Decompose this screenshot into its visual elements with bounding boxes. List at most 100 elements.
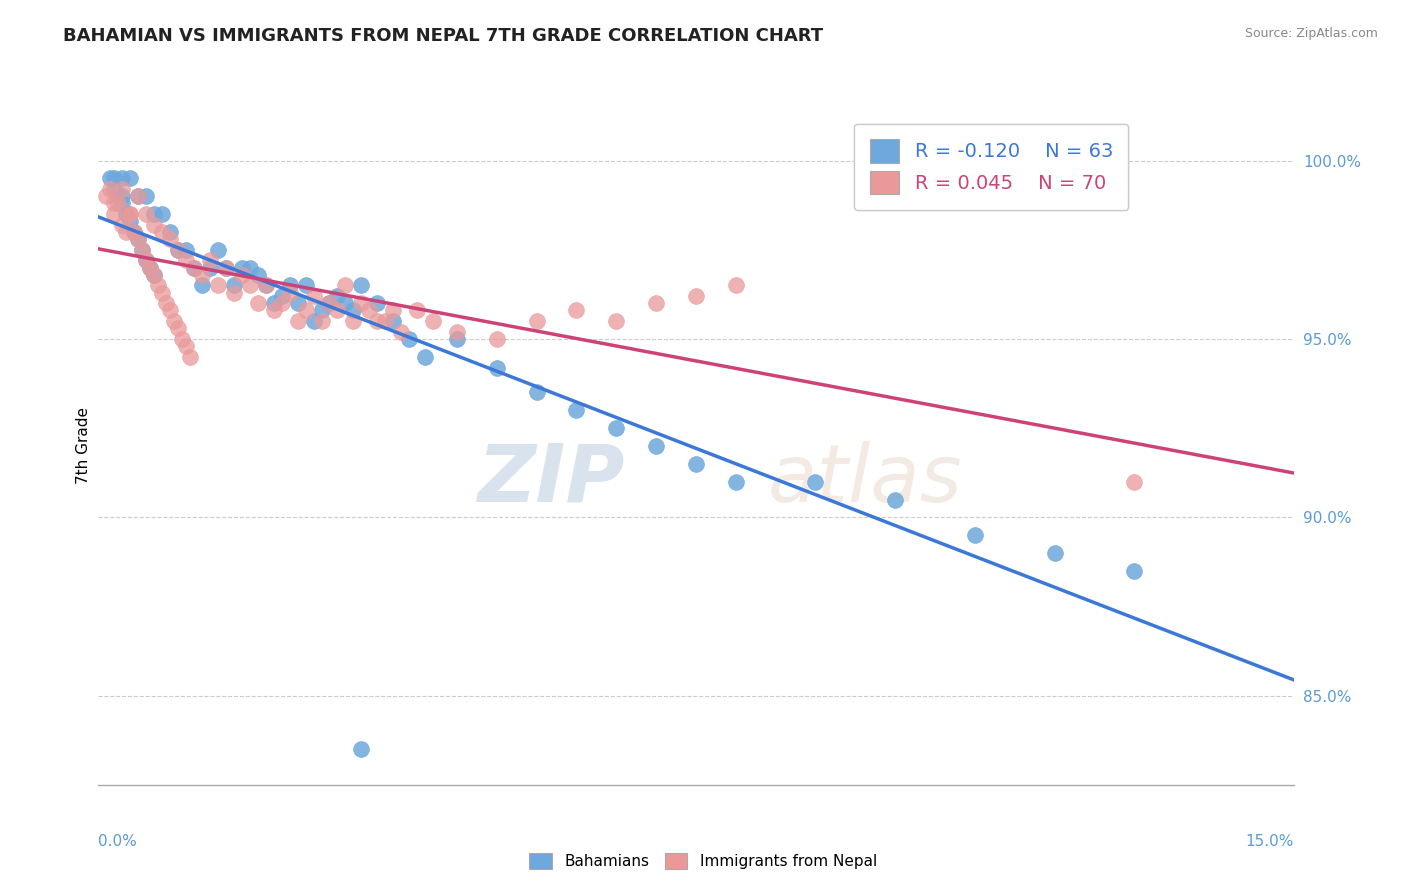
Point xyxy=(263,303,285,318)
Point xyxy=(103,171,125,186)
Point xyxy=(382,314,405,328)
Point xyxy=(1123,564,1146,578)
Point xyxy=(131,243,153,257)
Point xyxy=(645,439,668,453)
Point xyxy=(179,350,201,364)
Point xyxy=(335,278,357,293)
Point xyxy=(96,189,118,203)
Point xyxy=(222,278,245,293)
Point xyxy=(207,243,229,257)
Point xyxy=(150,207,173,221)
Point xyxy=(350,296,373,310)
Point xyxy=(350,278,373,293)
Point xyxy=(143,207,166,221)
Point xyxy=(111,189,134,203)
Point xyxy=(103,182,125,196)
Legend: R = -0.120    N = 63, R = 0.045    N = 70: R = -0.120 N = 63, R = 0.045 N = 70 xyxy=(855,123,1129,210)
Point xyxy=(98,182,122,196)
Point xyxy=(115,225,138,239)
Point xyxy=(1043,546,1066,560)
Point xyxy=(120,207,142,221)
Point xyxy=(302,289,325,303)
Point xyxy=(294,303,316,318)
Point xyxy=(350,742,373,756)
Point xyxy=(127,232,149,246)
Point xyxy=(150,225,173,239)
Point xyxy=(342,303,364,318)
Point xyxy=(174,243,197,257)
Point xyxy=(605,314,627,328)
Point xyxy=(120,207,142,221)
Point xyxy=(485,360,508,375)
Point xyxy=(174,253,197,268)
Point xyxy=(884,492,907,507)
Point xyxy=(167,243,190,257)
Point xyxy=(359,303,381,318)
Point xyxy=(115,207,138,221)
Point xyxy=(645,296,668,310)
Point xyxy=(159,232,181,246)
Point xyxy=(124,225,146,239)
Text: 15.0%: 15.0% xyxy=(1246,834,1294,849)
Point xyxy=(198,253,221,268)
Point xyxy=(246,268,269,282)
Point xyxy=(526,385,548,400)
Point xyxy=(335,296,357,310)
Point xyxy=(148,278,170,293)
Point xyxy=(294,278,316,293)
Point xyxy=(98,171,122,186)
Point xyxy=(270,296,292,310)
Text: Source: ZipAtlas.com: Source: ZipAtlas.com xyxy=(1244,27,1378,40)
Point xyxy=(135,207,157,221)
Point xyxy=(183,260,205,275)
Point xyxy=(163,314,186,328)
Point xyxy=(565,303,588,318)
Point xyxy=(120,171,142,186)
Point xyxy=(183,260,205,275)
Point xyxy=(139,260,162,275)
Point xyxy=(143,268,166,282)
Point xyxy=(215,260,238,275)
Point xyxy=(263,296,285,310)
Point xyxy=(127,189,149,203)
Point xyxy=(215,260,238,275)
Point xyxy=(963,528,986,542)
Text: 0.0%: 0.0% xyxy=(98,834,138,849)
Point xyxy=(111,196,134,211)
Point xyxy=(150,285,173,300)
Point xyxy=(1123,475,1146,489)
Point xyxy=(804,475,827,489)
Point xyxy=(287,314,309,328)
Point xyxy=(413,350,436,364)
Point xyxy=(398,332,420,346)
Text: atlas: atlas xyxy=(768,441,963,519)
Point xyxy=(103,196,125,211)
Point xyxy=(302,314,325,328)
Point xyxy=(135,253,157,268)
Point xyxy=(278,285,301,300)
Point xyxy=(207,278,229,293)
Point xyxy=(311,314,333,328)
Point xyxy=(382,303,405,318)
Point xyxy=(127,232,149,246)
Point xyxy=(107,189,129,203)
Point xyxy=(120,214,142,228)
Point xyxy=(254,278,277,293)
Point xyxy=(287,296,309,310)
Point xyxy=(174,339,197,353)
Point xyxy=(724,278,747,293)
Point xyxy=(326,303,349,318)
Point xyxy=(724,475,747,489)
Point xyxy=(485,332,508,346)
Point xyxy=(270,289,292,303)
Point xyxy=(239,260,262,275)
Point xyxy=(135,253,157,268)
Point xyxy=(222,285,245,300)
Point xyxy=(172,332,194,346)
Point xyxy=(318,296,340,310)
Point xyxy=(127,189,149,203)
Point xyxy=(685,289,707,303)
Point xyxy=(366,296,388,310)
Point xyxy=(278,278,301,293)
Point xyxy=(389,325,412,339)
